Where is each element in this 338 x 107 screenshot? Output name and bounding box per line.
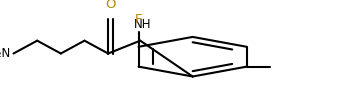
Text: O: O — [105, 0, 116, 11]
Text: F: F — [135, 13, 142, 26]
Text: NH: NH — [134, 18, 151, 31]
Text: H₂N: H₂N — [0, 47, 11, 60]
